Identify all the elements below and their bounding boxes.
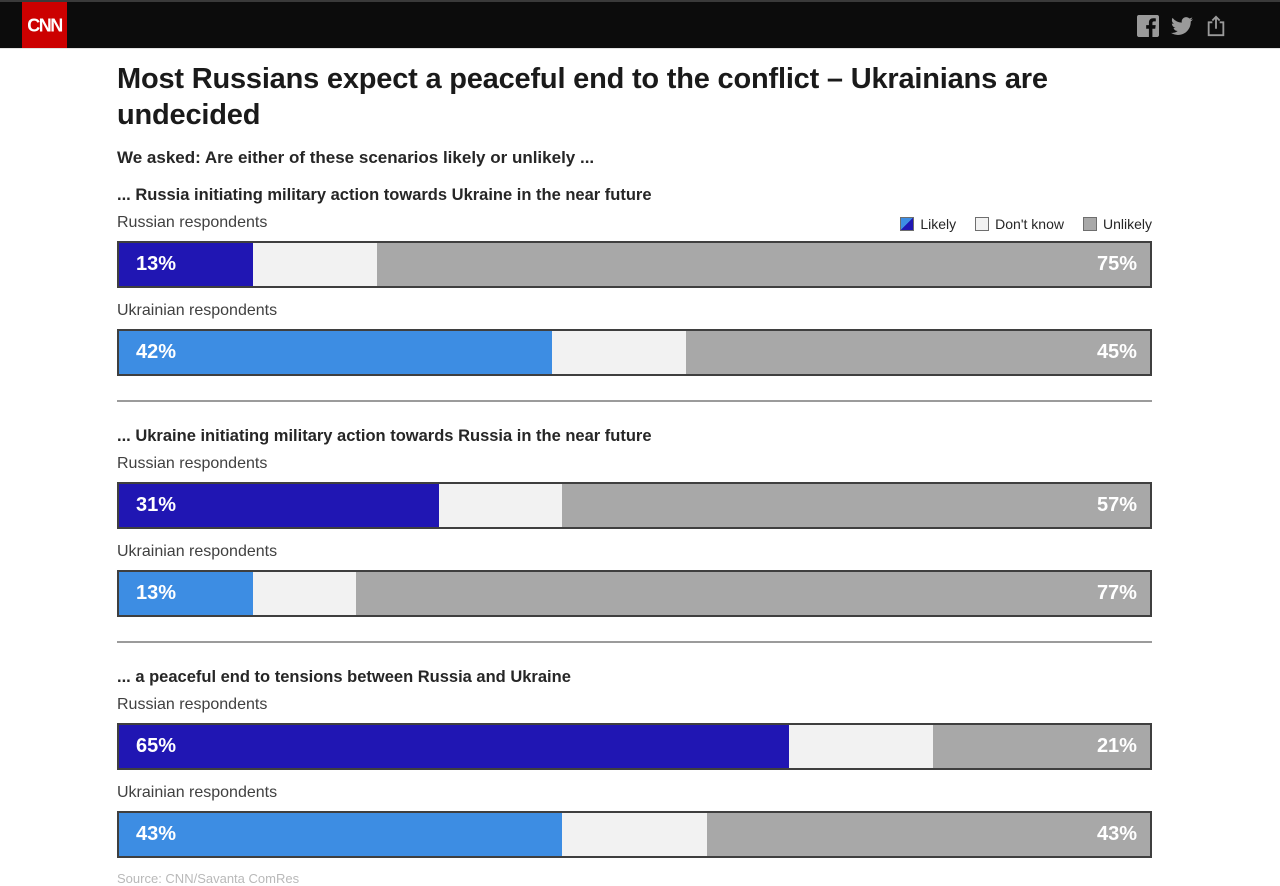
bar-segment-dont-know xyxy=(253,243,377,286)
legend-label: Likely xyxy=(920,216,957,232)
bar-segment-unlikely: 43% xyxy=(706,813,1150,856)
legend-swatch-likely-icon xyxy=(900,217,915,231)
question-title: ... Ukraine initiating military action t… xyxy=(117,427,652,445)
page-title: Most Russians expect a peaceful end to t… xyxy=(117,63,1048,131)
top-bar: CNN xyxy=(0,0,1280,49)
facebook-icon[interactable] xyxy=(1137,15,1159,37)
bar-segment-unlikely: 45% xyxy=(686,331,1150,374)
question-section: ... Ukraine initiating military action t… xyxy=(117,427,1152,617)
bar-segment-likely: 43% xyxy=(119,813,563,856)
bar-segment-likely: 42% xyxy=(119,331,553,374)
source-note: Source: CNN/Savanta ComRes xyxy=(117,871,300,886)
respondent-label: Ukrainian respondents xyxy=(117,543,278,560)
respondent-label: Ukrainian respondents xyxy=(117,784,278,801)
legend: Likely Don't know Unlikely xyxy=(900,216,1152,232)
legend-label: Unlikely xyxy=(1102,216,1152,232)
bar-segment-dont-know xyxy=(789,725,934,768)
bar-segment-unlikely: 57% xyxy=(562,484,1150,527)
respondent-label: Russian respondents xyxy=(117,455,268,472)
legend-item-unlikely: Unlikely xyxy=(1082,216,1152,232)
bar-segment-dont-know xyxy=(438,484,563,527)
bar-segment-dont-know xyxy=(552,331,687,374)
chart-subtitle: We asked: Are either of these scenarios … xyxy=(117,148,595,167)
question-title: ... a peaceful end to tensions between R… xyxy=(117,668,571,686)
legend-item-dont_know: Don't know xyxy=(975,216,1064,232)
bar-segment-unlikely: 77% xyxy=(356,572,1150,615)
bar-segment-unlikely: 21% xyxy=(933,725,1150,768)
legend-label: Don't know xyxy=(995,216,1064,232)
legend-swatch-dont_know-icon xyxy=(975,217,990,231)
legend-swatch-unlikely-icon xyxy=(1082,217,1097,231)
respondent-label: Russian respondents xyxy=(117,696,268,713)
section-divider xyxy=(117,400,1152,402)
section-divider xyxy=(117,641,1152,643)
chart-page: Most Russians expect a peaceful end to t… xyxy=(117,61,1152,886)
stacked-bar: 43% 43% xyxy=(117,811,1152,858)
bar-segment-unlikely: 75% xyxy=(376,243,1150,286)
question-section: ... a peaceful end to tensions between R… xyxy=(117,668,1152,858)
legend-item-likely: Likely xyxy=(900,216,956,232)
bar-segment-likely: 13% xyxy=(119,243,254,286)
question-section: ... Russia initiating military action to… xyxy=(117,186,1152,376)
cnn-logo-text: CNN xyxy=(27,13,63,35)
stacked-bar: 31% 57% xyxy=(117,482,1152,529)
stacked-bar: 13% 75% xyxy=(117,241,1152,288)
bar-segment-likely: 31% xyxy=(119,484,439,527)
bar-segment-dont-know xyxy=(562,813,707,856)
chart-sections: ... Russia initiating military action to… xyxy=(117,186,1152,858)
question-title: ... Russia initiating military action to… xyxy=(117,186,652,204)
stacked-bar: 42% 45% xyxy=(117,329,1152,376)
twitter-icon[interactable] xyxy=(1171,15,1193,37)
respondent-label: Russian respondents xyxy=(117,214,268,231)
bar-segment-likely: 65% xyxy=(119,725,790,768)
social-icons xyxy=(1137,15,1227,37)
respondent-label: Ukrainian respondents xyxy=(117,302,278,319)
stacked-bar: 13% 77% xyxy=(117,570,1152,617)
share-icon[interactable] xyxy=(1205,15,1227,37)
cnn-logo[interactable]: CNN xyxy=(22,2,67,48)
bar-segment-dont-know xyxy=(253,572,357,615)
bar-segment-likely: 13% xyxy=(119,572,254,615)
stacked-bar: 65% 21% xyxy=(117,723,1152,770)
